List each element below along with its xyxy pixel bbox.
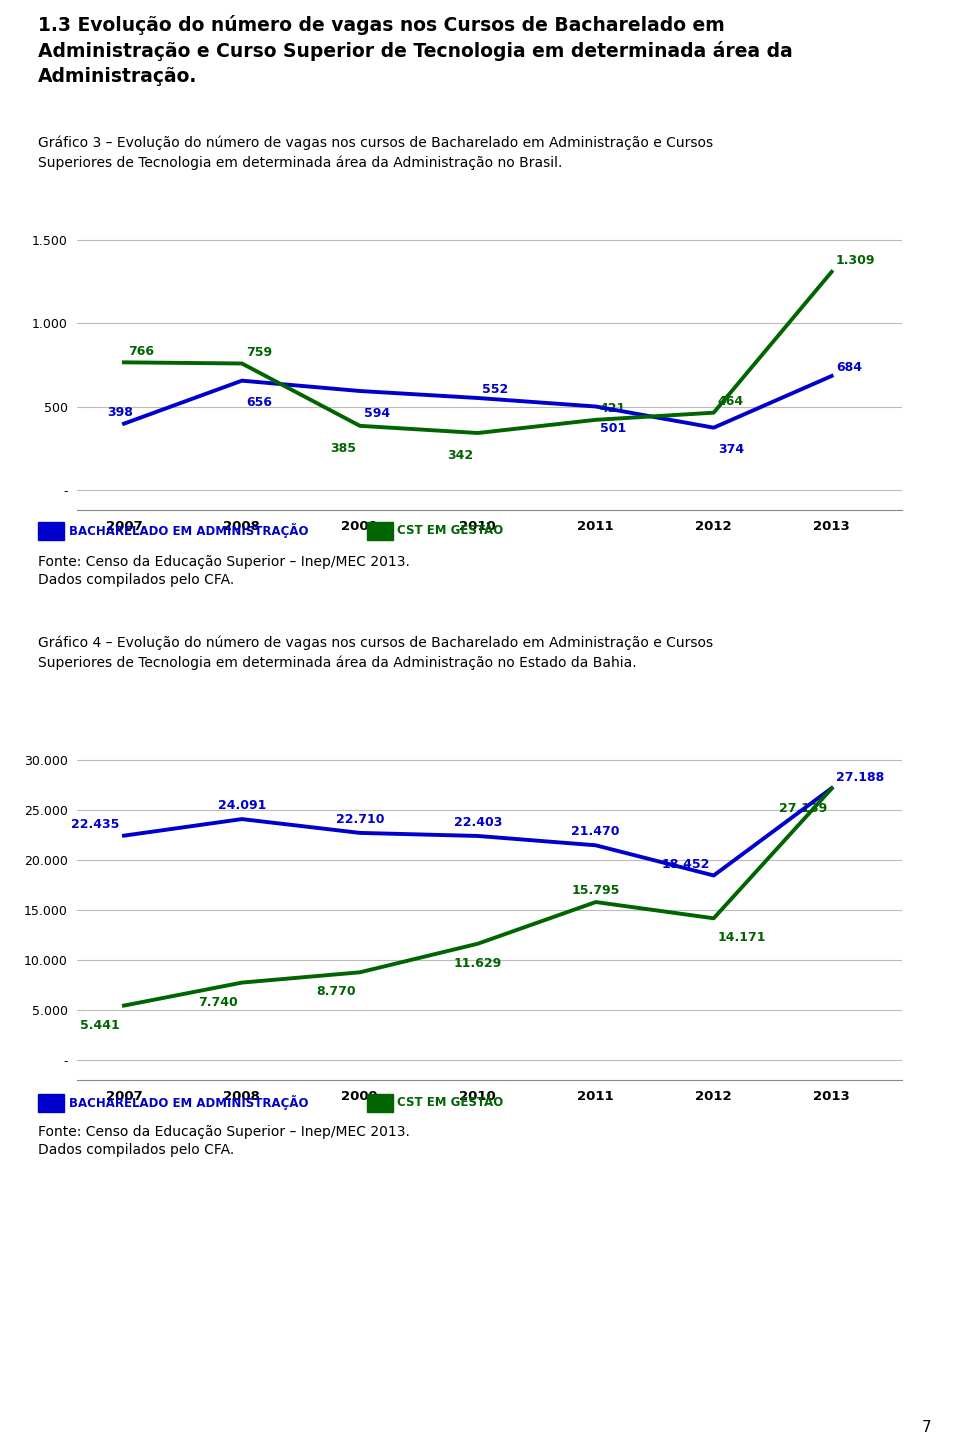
- Text: BACHARELADO EM ADMINISTRAÇÃO: BACHARELADO EM ADMINISTRAÇÃO: [69, 1096, 308, 1111]
- Text: 27.188: 27.188: [836, 771, 884, 784]
- Text: CST EM GESTÃO: CST EM GESTÃO: [397, 525, 503, 538]
- Text: Gráfico 4 – Evolução do número de vagas nos cursos de Bacharelado em Administraç: Gráfico 4 – Evolução do número de vagas …: [38, 635, 713, 669]
- Text: 8.770: 8.770: [316, 985, 356, 998]
- Text: 5.441: 5.441: [80, 1018, 120, 1031]
- Text: 22.710: 22.710: [336, 813, 384, 826]
- Text: 22.403: 22.403: [454, 816, 502, 829]
- Text: 342: 342: [447, 448, 473, 461]
- Text: 656: 656: [246, 396, 272, 409]
- Text: 21.470: 21.470: [571, 824, 620, 837]
- Text: 421: 421: [600, 402, 626, 415]
- Text: 11.629: 11.629: [454, 957, 502, 970]
- Bar: [367, 522, 393, 539]
- Text: Gráfico 3 – Evolução do número de vagas nos cursos de Bacharelado em Administraç: Gráfico 3 – Evolução do número de vagas …: [38, 134, 713, 169]
- Bar: [38, 1095, 64, 1112]
- Text: 464: 464: [718, 395, 744, 408]
- Text: 22.435: 22.435: [71, 818, 120, 831]
- Text: 684: 684: [836, 362, 862, 375]
- Text: 7: 7: [922, 1420, 931, 1434]
- Text: CST EM GESTÃO: CST EM GESTÃO: [397, 1096, 503, 1109]
- Text: 552: 552: [482, 383, 508, 396]
- Text: 18.452: 18.452: [661, 857, 709, 870]
- Text: Fonte: Censo da Educação Superior – Inep/MEC 2013.
Dados compilados pelo CFA.: Fonte: Censo da Educação Superior – Inep…: [38, 555, 410, 587]
- Text: 594: 594: [364, 406, 390, 419]
- Text: 385: 385: [329, 441, 356, 454]
- Text: 15.795: 15.795: [571, 885, 620, 898]
- Text: 24.091: 24.091: [218, 798, 266, 811]
- Text: 1.3 Evolução do número de vagas nos Cursos de Bacharelado em
Administração e Cur: 1.3 Evolução do número de vagas nos Curs…: [38, 14, 793, 87]
- Text: 7.740: 7.740: [198, 995, 238, 1008]
- Text: 766: 766: [128, 344, 155, 357]
- Text: 759: 759: [246, 346, 273, 359]
- Bar: [38, 522, 64, 539]
- Text: BACHARELADO EM ADMINISTRAÇÃO: BACHARELADO EM ADMINISTRAÇÃO: [69, 523, 308, 538]
- Text: Fonte: Censo da Educação Superior – Inep/MEC 2013.
Dados compilados pelo CFA.: Fonte: Censo da Educação Superior – Inep…: [38, 1125, 410, 1157]
- Text: 14.171: 14.171: [718, 931, 766, 944]
- Bar: [367, 1095, 393, 1112]
- Text: 398: 398: [107, 406, 132, 419]
- Text: 501: 501: [600, 422, 626, 435]
- Text: 374: 374: [718, 444, 744, 457]
- Text: 1.309: 1.309: [836, 254, 876, 268]
- Text: 27.139: 27.139: [780, 801, 828, 814]
